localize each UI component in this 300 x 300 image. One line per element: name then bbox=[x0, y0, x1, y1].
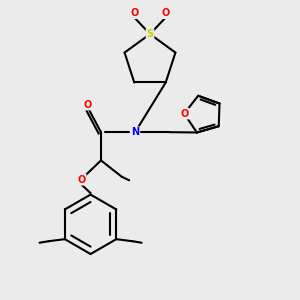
Text: N: N bbox=[131, 127, 139, 137]
Text: O: O bbox=[181, 109, 189, 119]
Text: O: O bbox=[161, 8, 169, 18]
Text: O: O bbox=[130, 8, 139, 18]
Text: O: O bbox=[83, 100, 92, 110]
Text: S: S bbox=[146, 29, 154, 39]
Text: O: O bbox=[77, 175, 86, 185]
